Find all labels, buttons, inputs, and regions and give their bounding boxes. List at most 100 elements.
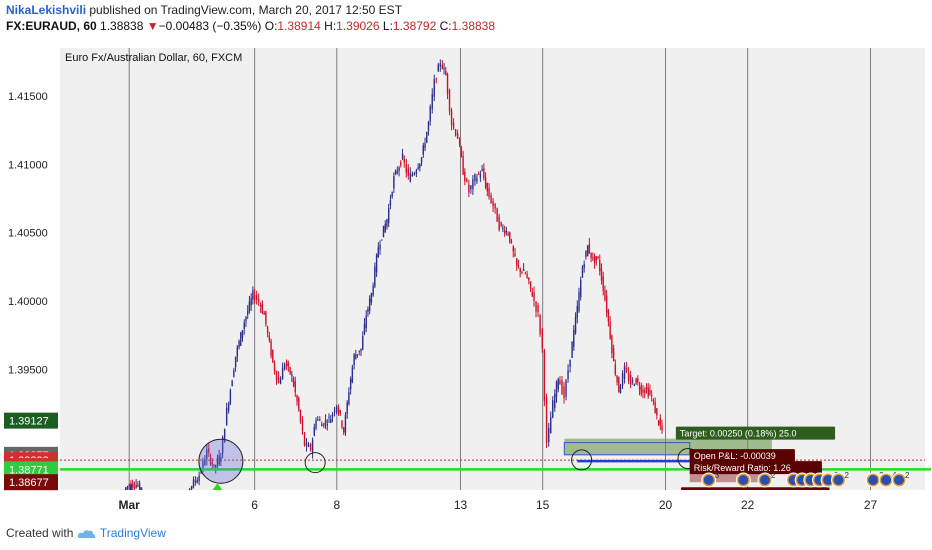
candle-body [586, 245, 589, 257]
high-value: 1.39026 [336, 19, 380, 33]
candle-body [241, 330, 244, 338]
candle-body [362, 336, 364, 350]
candle-body [303, 432, 306, 446]
highlight-circle-marker [198, 438, 244, 484]
candle-body [411, 173, 414, 176]
candle-body [519, 268, 521, 272]
candle-body [370, 293, 373, 303]
highlight-circle-marker [571, 449, 593, 471]
candle-body [285, 360, 288, 367]
candle-body [460, 147, 463, 157]
candle-body [335, 405, 338, 413]
candle-body [483, 168, 485, 178]
candle-body [137, 485, 139, 487]
price-tick-label: 1.40500 [8, 228, 48, 240]
candle-body [417, 167, 419, 170]
candle-body [194, 480, 197, 482]
candle-body [576, 306, 578, 318]
candle-body [529, 281, 532, 289]
candle-body [208, 448, 210, 453]
price-tick-label: 1.40000 [8, 296, 48, 308]
candle-body [315, 420, 317, 429]
candle-body [377, 247, 380, 258]
candle-body [565, 380, 567, 397]
candle-body [649, 389, 651, 395]
time-tick-label: 22 [741, 498, 755, 512]
candle-body [593, 256, 596, 264]
candle-body [209, 455, 212, 464]
candle-body [435, 78, 437, 80]
candle-body [253, 294, 256, 301]
candle-body [503, 230, 506, 234]
risk-reward-label-bg [689, 461, 822, 475]
price-tag-text: 1.39127 [9, 416, 49, 428]
candle-body [452, 122, 455, 128]
candle-body [583, 264, 585, 268]
candle-body [298, 398, 300, 410]
time-axis[interactable]: Mar 6 8 13 15 20 22 27 [60, 490, 925, 516]
price-tag-text: 1.38771 [9, 464, 49, 476]
author-link[interactable]: NikaLekishvili [6, 3, 87, 17]
candle-body [604, 290, 606, 300]
candle-body [507, 233, 509, 235]
candle-body [543, 350, 546, 401]
candle-body [247, 310, 249, 315]
time-axis-bg [60, 490, 925, 516]
price-axis[interactable]: 1.41500 1.41000 1.40500 1.40000 1.39500 1.391… [0, 48, 60, 491]
candle-body [355, 354, 357, 360]
candle-body [552, 400, 554, 418]
candle-body [400, 161, 402, 166]
tradingview-brand-link[interactable]: TradingView [99, 526, 166, 540]
candle-body [619, 385, 622, 394]
candle-body [367, 308, 369, 312]
event-flag [833, 475, 844, 485]
candle-body [218, 455, 220, 465]
candle-body [259, 304, 262, 307]
candle-body [255, 295, 258, 300]
symbol-label[interactable]: FX:EURAUD, 60 [6, 19, 97, 33]
candle-body [609, 321, 611, 339]
risk-reward-label-text: Risk/Reward Ratio: 1.26 [694, 463, 791, 473]
candle-body [356, 354, 359, 356]
candle-body [588, 243, 591, 254]
candle-body [557, 378, 559, 390]
candle-body [500, 222, 502, 226]
candle-body [252, 290, 254, 300]
candle-body [621, 373, 624, 386]
candle-body [612, 348, 615, 362]
candle-body [396, 171, 399, 173]
candle-body [426, 131, 428, 143]
candle-body [514, 253, 516, 257]
candle-body [427, 121, 430, 131]
candle-body [647, 387, 649, 397]
candle-body [321, 424, 323, 427]
candle-body [629, 375, 632, 385]
candle-body [277, 376, 280, 383]
low-value: 1.38792 [392, 19, 437, 33]
candle-body [374, 266, 376, 287]
candle-body [125, 487, 127, 491]
time-tick-label: Mar [119, 498, 141, 512]
candle-body [602, 276, 604, 291]
candle-body [353, 354, 355, 365]
price-chart[interactable]: Euro Fx/Australian Dollar, 60, FXCM Targ… [0, 38, 932, 518]
candle-body [479, 174, 482, 178]
candle-body [398, 167, 400, 171]
plot-area[interactable] [60, 48, 925, 490]
candle-body [328, 416, 330, 418]
candle-body [250, 298, 252, 306]
candle-body [221, 436, 224, 454]
candle-body [657, 420, 660, 425]
candle-body [287, 362, 290, 366]
event-flag [881, 475, 892, 485]
candle-body [573, 329, 575, 347]
candle-body [574, 316, 577, 334]
candle-body [656, 408, 658, 416]
candle-body [243, 322, 245, 330]
candle-body [585, 250, 587, 257]
price-tag: 1.38677 [4, 474, 58, 491]
time-tick-label: 13 [454, 498, 468, 512]
candle-body [531, 292, 533, 297]
candle-body [368, 298, 371, 311]
candle-body [559, 380, 561, 385]
